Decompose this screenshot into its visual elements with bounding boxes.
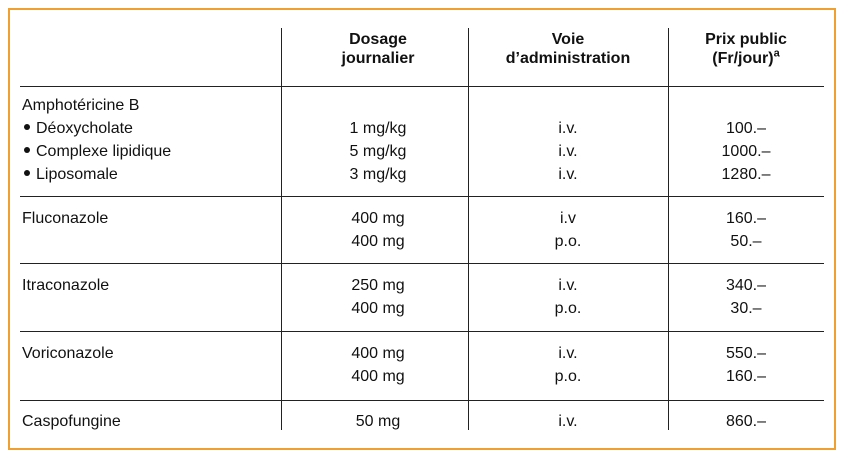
header-prix-line1: Prix public: [705, 31, 787, 48]
column-divider: [668, 28, 669, 430]
drug-name: Fluconazole: [22, 210, 109, 227]
row-divider: [20, 331, 824, 332]
row-divider: [20, 196, 824, 197]
drug-name: Caspofungine: [22, 413, 121, 430]
prix-cell: 340.–: [725, 277, 767, 294]
footnote-marker: a: [773, 47, 780, 60]
voie-cell: i.v: [560, 210, 576, 227]
formulation-text: Liposomale: [36, 166, 118, 183]
header-prix-unit: (Fr/jour): [712, 50, 774, 67]
voie-cell: i.v.: [558, 413, 578, 430]
drug-name: Amphotéricine B: [22, 97, 140, 114]
dosage-cell: 1 mg/kg: [349, 120, 407, 137]
header-dosage-line1: Dosage: [349, 31, 407, 48]
header-voie-line2: d’administration: [505, 50, 631, 67]
dosage-cell: 400 mg: [351, 368, 405, 385]
bullet-icon: [24, 124, 30, 131]
formulation-text: Complexe lipidique: [36, 143, 172, 160]
column-divider: [281, 28, 282, 430]
bullet-icon: [24, 170, 30, 177]
dosage-cell: 50 mg: [355, 413, 401, 430]
prix-cell: 160.–: [725, 368, 767, 385]
header-voie: Voie d’administration: [470, 30, 666, 68]
dosage-cell: 400 mg: [351, 345, 405, 362]
voie-cell: p.o.: [554, 300, 582, 317]
dosage-cell: 5 mg/kg: [349, 143, 407, 160]
header-dosage-line2: journalier: [341, 50, 415, 67]
drug-name: Itraconazole: [22, 277, 110, 294]
voie-cell: i.v.: [558, 277, 578, 294]
prix-cell: 1000.–: [721, 143, 771, 160]
voie-cell: i.v.: [558, 120, 578, 137]
prix-cell: 860.–: [725, 413, 767, 430]
row-divider: [20, 400, 824, 401]
bullet-icon: [24, 147, 30, 154]
header-prix-line2: (Fr/jour)a: [670, 47, 822, 68]
voie-cell: i.v.: [558, 166, 578, 183]
dosage-cell: 250 mg: [351, 277, 405, 294]
prix-cell: 50.–: [730, 233, 762, 250]
table-frame: [8, 8, 836, 450]
dosage-cell: 400 mg: [351, 210, 405, 227]
prix-cell: 550.–: [725, 345, 767, 362]
header-dosage: Dosage journalier: [290, 30, 466, 68]
column-divider: [468, 28, 469, 430]
row-divider: [20, 263, 824, 264]
formulation-label: Complexe lipidique: [22, 141, 171, 162]
prix-cell: 30.–: [730, 300, 762, 317]
voie-cell: i.v.: [558, 345, 578, 362]
header-prix: Prix public (Fr/jour)a: [670, 30, 822, 68]
drug-name: Voriconazole: [22, 345, 114, 362]
formulation-label: Liposomale: [22, 164, 118, 185]
header-voie-line1: Voie: [551, 31, 585, 48]
dosage-cell: 400 mg: [351, 300, 405, 317]
formulation-label: Déoxycholate: [22, 118, 133, 139]
formulation-text: Déoxycholate: [36, 120, 133, 137]
prix-cell: 160.–: [725, 210, 767, 227]
prix-cell: 1280.–: [721, 166, 771, 183]
row-divider: [20, 86, 824, 87]
dosage-cell: 400 mg: [351, 233, 405, 250]
prix-cell: 100.–: [725, 120, 767, 137]
voie-cell: p.o.: [554, 233, 582, 250]
voie-cell: i.v.: [558, 143, 578, 160]
dosage-cell: 3 mg/kg: [349, 166, 407, 183]
voie-cell: p.o.: [554, 368, 582, 385]
